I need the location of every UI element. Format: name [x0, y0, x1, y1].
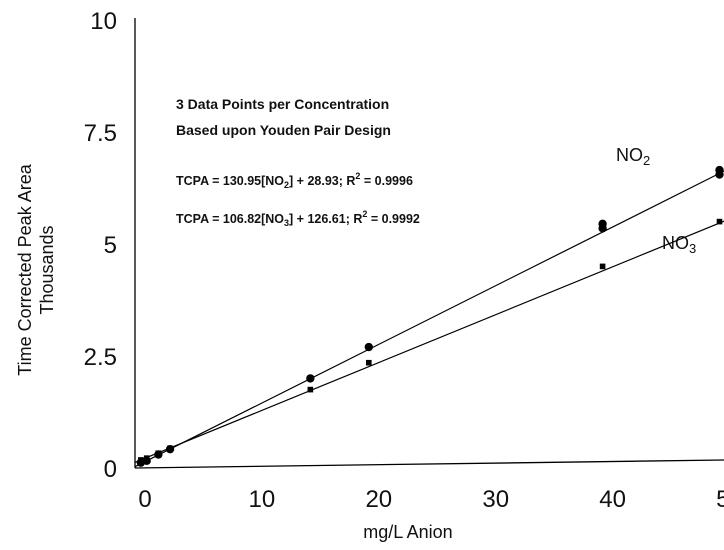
fit-line-no2 — [134, 170, 724, 468]
equation-no3: TCPA = 106.82[NO3] + 126.61; R2 = 0.9992 — [176, 209, 420, 228]
x-tick-label: 50 — [716, 486, 724, 513]
y-axis-title: Time Corrected Peak Area — [15, 163, 35, 375]
y-tick-label: 7.5 — [84, 120, 117, 147]
data-point-no2 — [598, 219, 607, 229]
data-point-no3 — [307, 386, 314, 393]
y-tick-label: 5 — [104, 232, 117, 259]
x-tick-label: 30 — [482, 486, 509, 513]
y-axis-subtitle: Thousands — [37, 225, 57, 314]
x-axis-title: mg/L Anion — [363, 522, 452, 542]
data-point-no3 — [716, 218, 723, 225]
x-axis-line — [134, 459, 724, 469]
data-point-no3 — [155, 450, 162, 457]
annotation-line-1: 3 Data Points per Concentration — [176, 96, 389, 112]
plot-area: 0 2.5 5 7.5 10 0 10 20 30 40 50 — [84, 8, 724, 513]
x-tick-label: 0 — [138, 486, 151, 513]
fit-line-no3 — [134, 220, 724, 463]
x-tick-label: 10 — [249, 486, 276, 513]
data-point-no3 — [366, 359, 372, 366]
y-tick-label: 2.5 — [84, 344, 117, 371]
x-tick-label: 40 — [599, 486, 626, 513]
data-point-no3 — [599, 263, 606, 270]
data-point-no3 — [167, 445, 173, 452]
data-point-no3 — [138, 457, 144, 463]
data-point-no2 — [364, 342, 373, 352]
x-tick-label: 20 — [365, 486, 392, 513]
data-point-no3 — [143, 455, 150, 461]
y-tick-label: 10 — [90, 8, 117, 35]
annotation-line-2: Based upon Youden Pair Design — [176, 122, 391, 138]
data-point-no2 — [715, 165, 724, 175]
series-label-no2: NO2 — [616, 145, 650, 168]
data-point-no2 — [306, 374, 315, 383]
y-tick-label: 0 — [104, 456, 117, 483]
equation-no2: TCPA = 130.95[NO2] + 28.93; R2 = 0.9996 — [176, 171, 413, 190]
